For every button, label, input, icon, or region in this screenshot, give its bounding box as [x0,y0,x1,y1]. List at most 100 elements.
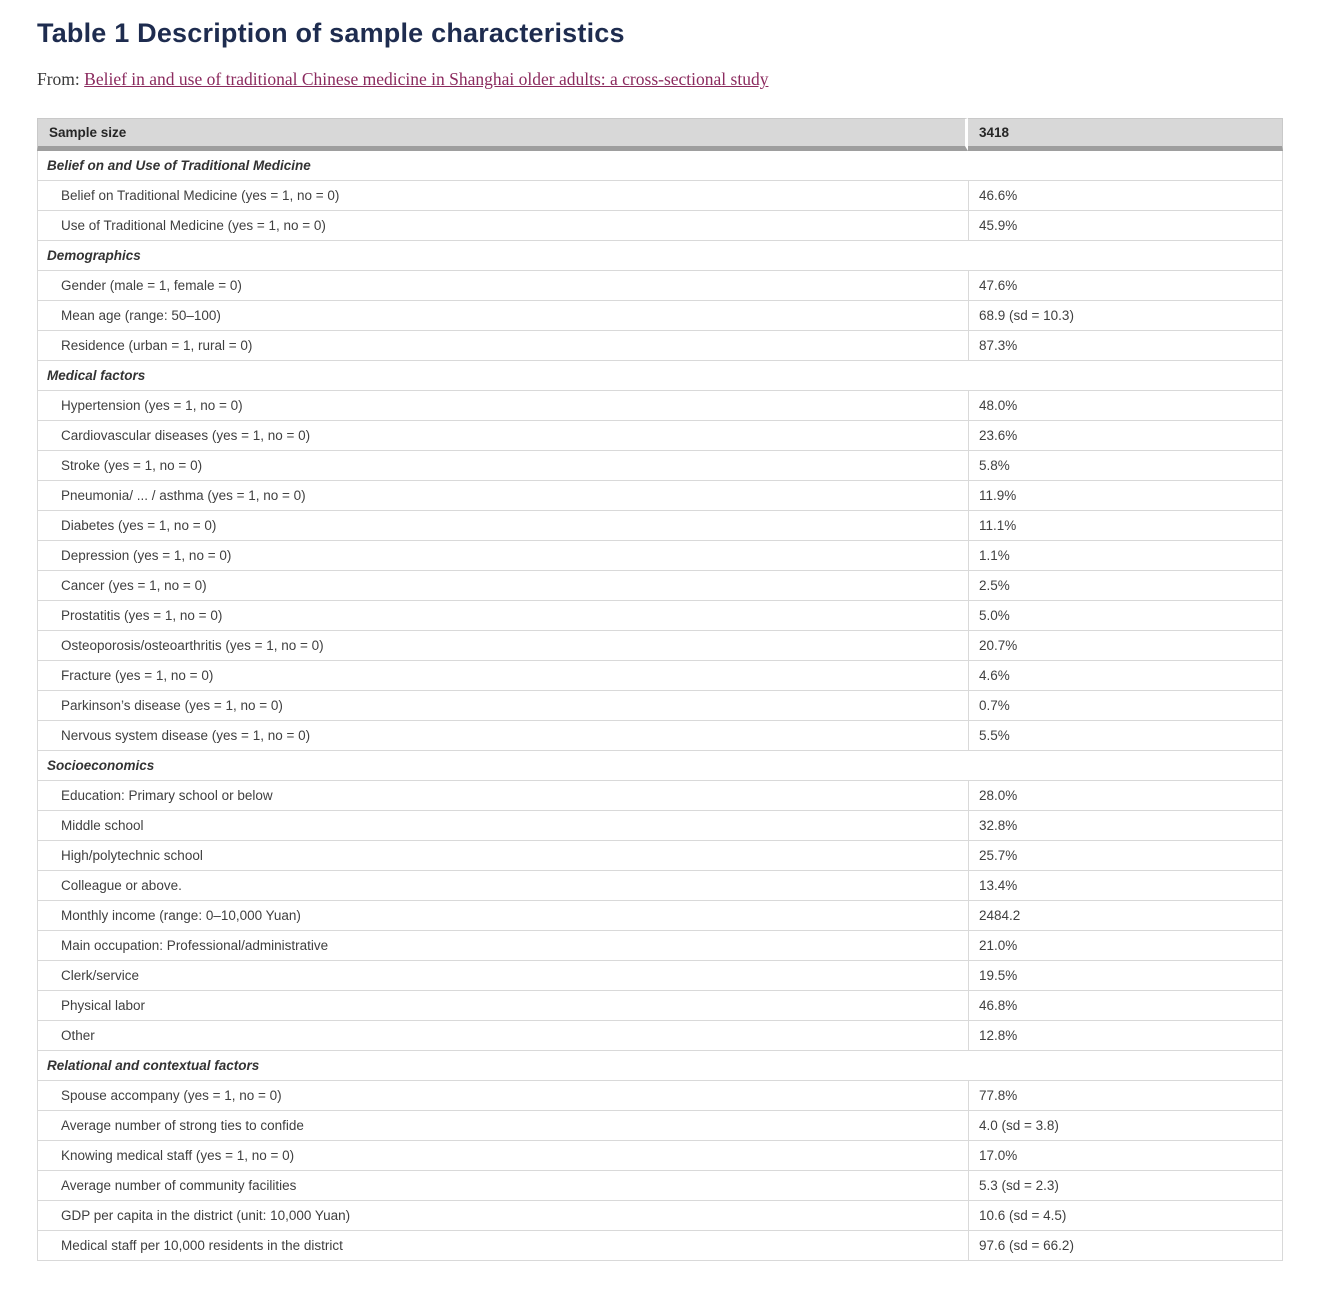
row-value: 2484.2 [968,901,1283,931]
row-value: 5.5% [968,721,1283,751]
row-label: Clerk/service [37,961,968,991]
row-label: Middle school [37,811,968,841]
table-row: Nervous system disease (yes = 1, no = 0)… [37,721,1283,751]
table-body: Belief on and Use of Traditional Medicin… [37,151,1283,1261]
row-label: Average number of strong ties to confide [37,1111,968,1141]
section-title: Medical factors [37,361,1283,391]
row-value: 45.9% [968,211,1283,241]
row-label: Parkinson’s disease (yes = 1, no = 0) [37,691,968,721]
row-value: 28.0% [968,781,1283,811]
row-label: Depression (yes = 1, no = 0) [37,541,968,571]
row-value: 10.6 (sd = 4.5) [968,1201,1283,1231]
table-row: Residence (urban = 1, rural = 0) 87.3% [37,331,1283,361]
row-value: 19.5% [968,961,1283,991]
row-value: 5.0% [968,601,1283,631]
row-label: Mean age (range: 50–100) [37,301,968,331]
table-row: Average number of strong ties to confide… [37,1111,1283,1141]
row-label: Monthly income (range: 0–10,000 Yuan) [37,901,968,931]
row-value: 46.6% [968,181,1283,211]
source-article-link[interactable]: Belief in and use of traditional Chinese… [84,69,769,89]
row-label: Medical staff per 10,000 residents in th… [37,1231,968,1261]
table-row: Use of Traditional Medicine (yes = 1, no… [37,211,1283,241]
row-label: Main occupation: Professional/administra… [37,931,968,961]
page-title: Table 1 Description of sample characteri… [37,18,625,48]
row-value: 11.9% [968,481,1283,511]
table-row: Prostatitis (yes = 1, no = 0) 5.0% [37,601,1283,631]
row-label: Residence (urban = 1, rural = 0) [37,331,968,361]
row-value: 32.8% [968,811,1283,841]
table-row: Knowing medical staff (yes = 1, no = 0) 1… [37,1141,1283,1171]
section-title: Socioeconomics [37,751,1283,781]
table-row: Middle school 32.8% [37,811,1283,841]
table-row: Hypertension (yes = 1, no = 0) 48.0% [37,391,1283,421]
row-value: 23.6% [968,421,1283,451]
table-row: Medical staff per 10,000 residents in th… [37,1231,1283,1261]
row-label: Pneumonia/ ... / asthma (yes = 1, no = 0… [37,481,968,511]
section-header-row: Relational and contextual factors [37,1051,1283,1081]
section-header-row: Socioeconomics [37,751,1283,781]
table-row: Osteoporosis/osteoarthritis (yes = 1, no… [37,631,1283,661]
row-label: Nervous system disease (yes = 1, no = 0) [37,721,968,751]
row-label: Physical labor [37,991,968,1021]
sample-characteristics-table: Sample size 3418 Belief on and Use of Tr… [37,118,1283,1261]
table-row: Clerk/service 19.5% [37,961,1283,991]
row-value: 4.0 (sd = 3.8) [968,1111,1283,1141]
table-row: Cancer (yes = 1, no = 0) 2.5% [37,571,1283,601]
row-label: Knowing medical staff (yes = 1, no = 0) [37,1141,968,1171]
table-row: Education: Primary school or below 28.0% [37,781,1283,811]
row-label: Osteoporosis/osteoarthritis (yes = 1, no… [37,631,968,661]
section-header-row: Demographics [37,241,1283,271]
table-row: Cardiovascular diseases (yes = 1, no = 0… [37,421,1283,451]
section-title: Belief on and Use of Traditional Medicin… [37,151,1283,181]
table-row: Depression (yes = 1, no = 0) 1.1% [37,541,1283,571]
header-sample-size-value: 3418 [968,118,1283,151]
table-row: Diabetes (yes = 1, no = 0) 11.1% [37,511,1283,541]
row-value: 21.0% [968,931,1283,961]
row-value: 11.1% [968,511,1283,541]
row-value: 77.8% [968,1081,1283,1111]
row-label: Cardiovascular diseases (yes = 1, no = 0… [37,421,968,451]
row-label: Hypertension (yes = 1, no = 0) [37,391,968,421]
row-label: Education: Primary school or below [37,781,968,811]
table-header-row: Sample size 3418 [37,118,1283,151]
row-value: 47.6% [968,271,1283,301]
row-label: Gender (male = 1, female = 0) [37,271,968,301]
row-label: Other [37,1021,968,1051]
table-row: Belief on Traditional Medicine (yes = 1,… [37,181,1283,211]
table-row: Other 12.8% [37,1021,1283,1051]
row-value: 1.1% [968,541,1283,571]
row-value: 5.8% [968,451,1283,481]
row-value: 97.6 (sd = 66.2) [968,1231,1283,1261]
section-header-row: Belief on and Use of Traditional Medicin… [37,151,1283,181]
table-row: Stroke (yes = 1, no = 0) 5.8% [37,451,1283,481]
table-row: Monthly income (range: 0–10,000 Yuan) 248… [37,901,1283,931]
row-value: 12.8% [968,1021,1283,1051]
source-line: From: Belief in and use of traditional C… [37,69,1283,90]
row-label: Colleague or above. [37,871,968,901]
row-value: 48.0% [968,391,1283,421]
row-value: 13.4% [968,871,1283,901]
section-header-row: Medical factors [37,361,1283,391]
table-row: High/polytechnic school 25.7% [37,841,1283,871]
table-row: Pneumonia/ ... / asthma (yes = 1, no = 0… [37,481,1283,511]
table-row: Gender (male = 1, female = 0) 47.6% [37,271,1283,301]
row-label: Spouse accompany (yes = 1, no = 0) [37,1081,968,1111]
table-row: Fracture (yes = 1, no = 0) 4.6% [37,661,1283,691]
table-row: Spouse accompany (yes = 1, no = 0) 77.8% [37,1081,1283,1111]
table-row: Physical labor 46.8% [37,991,1283,1021]
row-label: Stroke (yes = 1, no = 0) [37,451,968,481]
table-row: Colleague or above. 13.4% [37,871,1283,901]
row-value: 87.3% [968,331,1283,361]
row-label: Cancer (yes = 1, no = 0) [37,571,968,601]
row-value: 2.5% [968,571,1283,601]
row-label: Use of Traditional Medicine (yes = 1, no… [37,211,968,241]
row-value: 68.9 (sd = 10.3) [968,301,1283,331]
from-label: From: [37,69,85,89]
row-label: Prostatitis (yes = 1, no = 0) [37,601,968,631]
row-value: 5.3 (sd = 2.3) [968,1171,1283,1201]
row-value: 0.7% [968,691,1283,721]
row-value: 46.8% [968,991,1283,1021]
table-row: Main occupation: Professional/administra… [37,931,1283,961]
row-label: High/polytechnic school [37,841,968,871]
row-label: Belief on Traditional Medicine (yes = 1,… [37,181,968,211]
